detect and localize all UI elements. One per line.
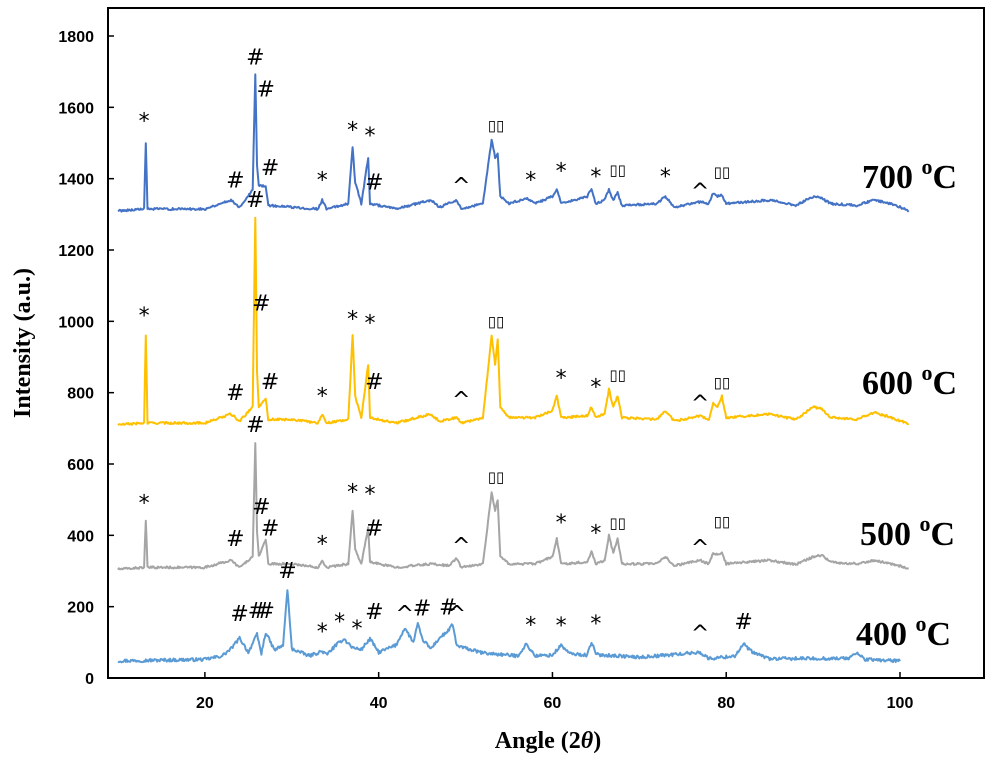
peak-marker: ▯▯ (714, 512, 731, 530)
peak-marker: # (365, 370, 383, 395)
peak-marker: * (590, 375, 601, 400)
peak-marker: * (139, 491, 150, 516)
peak-marker: ^ (396, 602, 414, 627)
peak-marker: * (317, 532, 328, 557)
peak-marker: ^ (452, 534, 470, 559)
peak-marker: * (347, 308, 358, 333)
series-line (117, 73, 910, 213)
peak-marker: ^ (452, 174, 470, 199)
peak-marker: * (525, 613, 536, 638)
peak-marker: # (439, 596, 457, 621)
peak-marker: ^ (691, 622, 709, 647)
series-labels: 400 oC 500 oC 600 oC 700 oC (856, 154, 957, 653)
peak-marker: # (734, 610, 752, 635)
y-tick-label: 1200 (58, 243, 94, 260)
y-tick-label: 200 (67, 600, 94, 617)
peak-marker: # (278, 559, 296, 584)
peak-marker: * (660, 165, 671, 190)
series-label: 500 oC (860, 511, 955, 553)
x-axis-title: Angle (2θ) (495, 728, 601, 754)
peak-marker: * (334, 610, 345, 635)
x-tick-label: 60 (544, 695, 562, 712)
peak-marker: ▯▯ (488, 117, 505, 135)
peak-marker: # (246, 188, 264, 213)
peak-marker: * (139, 110, 150, 135)
series-line (117, 442, 910, 571)
peak-marker: * (556, 160, 567, 185)
peak-marker: ^ (691, 179, 709, 204)
peak-marker: * (590, 165, 601, 190)
peak-marker: * (556, 614, 567, 639)
peak-marker: * (139, 304, 150, 329)
series-label: 600 oC (862, 360, 957, 402)
peak-marker: * (556, 367, 567, 392)
peak-marker: # (248, 599, 266, 624)
peak-marker: # (256, 599, 274, 624)
series-line (117, 216, 910, 426)
peak-marker: ▯▯ (609, 366, 626, 384)
peak-marker: * (351, 617, 362, 642)
peak-marker: ▯▯ (488, 468, 505, 486)
peak-marker: * (317, 620, 328, 645)
peak-marker: # (365, 600, 383, 625)
peak-marker: * (347, 119, 358, 144)
peak-marker: # (365, 516, 383, 541)
peak-marker: # (246, 413, 264, 438)
plot-frame (107, 7, 985, 679)
peak-marker: # (261, 516, 279, 541)
y-axis-title: Intensity (a.u.) (10, 268, 36, 418)
y-tick-label: 0 (85, 671, 94, 688)
peak-marker: ▯▯ (609, 161, 626, 179)
y-tick-label: 600 (67, 457, 94, 474)
peak-marker: ▯▯ (714, 163, 731, 181)
peak-marker: * (590, 522, 601, 547)
peak-marker: * (364, 124, 375, 149)
x-tick-label: 100 (887, 695, 914, 712)
y-tick-label: 800 (67, 386, 94, 403)
peak-marker: # (252, 292, 270, 317)
y-tick-label: 1400 (58, 172, 94, 189)
series-label: 400 oC (856, 611, 951, 653)
y-tick-label: 1800 (58, 29, 94, 46)
peak-marker: # (365, 170, 383, 195)
peak-marker: # (261, 156, 279, 181)
y-tick-label: 1000 (58, 314, 94, 331)
peak-marker: # (252, 495, 270, 520)
peak-marker: ▯▯ (609, 514, 626, 532)
peak-marker: ^ (691, 392, 709, 417)
peak-marker: * (525, 169, 536, 194)
series-layer (117, 73, 910, 664)
x-tick-label: 40 (370, 695, 388, 712)
x-tick-label: 80 (717, 695, 735, 712)
peak-markers: ####* * *# ^# #^ * * * ^ #*####** *#^▯▯* * ▯▯^▯▯*###… (139, 46, 753, 647)
peak-marker: ▯▯ (714, 373, 731, 391)
peak-marker: # (226, 381, 244, 406)
peak-marker: # (413, 597, 431, 622)
peak-marker: ▯▯ (488, 313, 505, 331)
peak-marker: * (364, 311, 375, 336)
peak-marker: ^ (691, 536, 709, 561)
peak-marker: * (364, 482, 375, 507)
peak-marker: # (230, 602, 248, 627)
peak-marker: # (226, 169, 244, 194)
peak-marker: * (347, 481, 358, 506)
peak-marker: * (317, 384, 328, 409)
y-axis-ticks: 0 200 400 600 800 1000 1200 1400 1600 1800 (58, 29, 114, 688)
peak-marker: ^ (452, 388, 470, 413)
peak-marker: * (317, 169, 328, 194)
series-label: 700 oC (862, 154, 957, 196)
peak-marker: # (256, 78, 274, 103)
peak-marker: # (246, 46, 264, 71)
y-tick-label: 400 (67, 528, 94, 545)
peak-marker: # (261, 370, 279, 395)
series-line (117, 589, 901, 664)
y-tick-label: 1600 (58, 100, 94, 117)
peak-marker: # (226, 527, 244, 552)
peak-marker: * (556, 511, 567, 536)
peak-marker: ^ (448, 602, 466, 627)
peak-marker: * (590, 612, 601, 637)
x-tick-label: 20 (196, 695, 214, 712)
x-axis-ticks: 20 40 60 80 100 (196, 672, 913, 712)
